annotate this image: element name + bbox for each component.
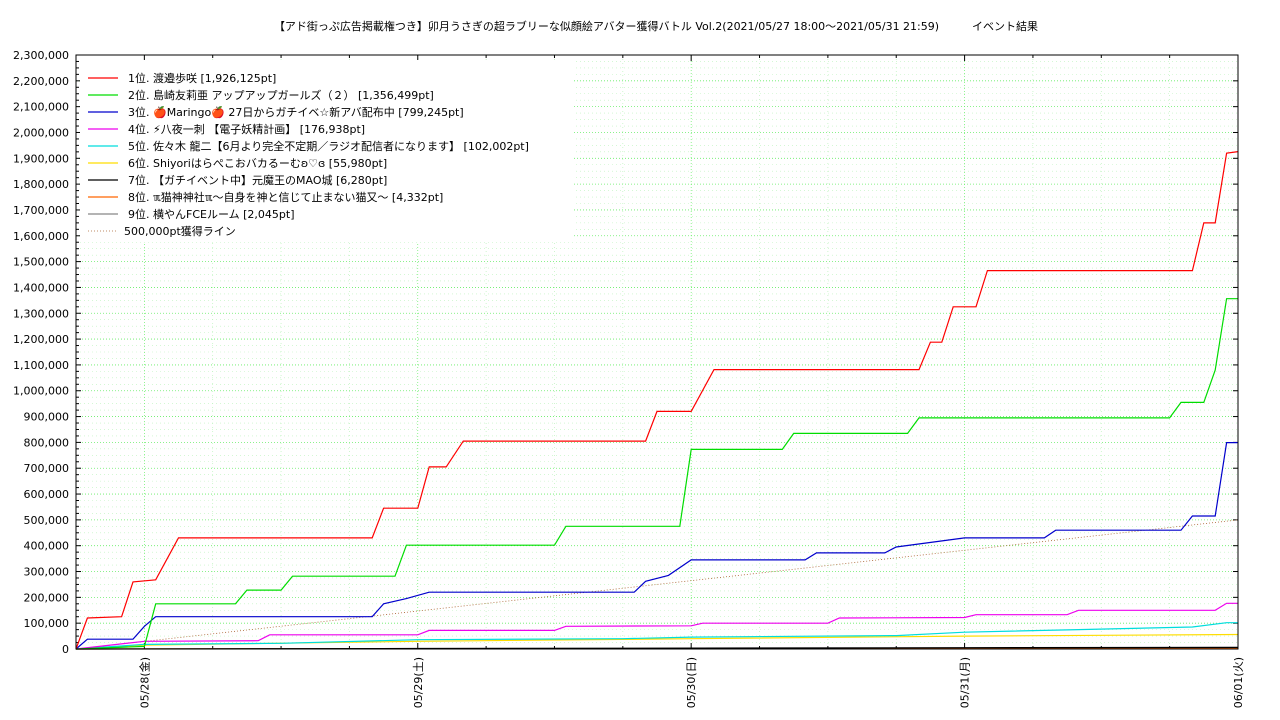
chart-title: 【アド街っぷ広告掲載権つき】卯月うさぎの超ラブリーな似顔絵アバター獲得バトル V… xyxy=(274,19,1038,33)
legend-label: 4位. ⚡八夜一刺 【電子妖精計画】 [176,938pt] xyxy=(128,122,365,136)
legend-label: 2位. 島崎友莉亜 アップアップガールズ（２） [1,356,499pt] xyxy=(128,88,434,102)
y-tick-label: 600,000 xyxy=(24,488,70,501)
legend-box xyxy=(80,60,573,242)
y-tick-label: 1,500,000 xyxy=(13,256,69,269)
y-tick-label: 1,900,000 xyxy=(13,152,69,165)
legend-label: 3位. 🍎Maringo🍎 27日からガチイベ☆新アバ配布中 [799,245p… xyxy=(128,105,464,119)
y-axis: 0 100,000 200,000 300,000 400,000 500,000 600,… xyxy=(13,49,1238,656)
series-line xyxy=(75,622,1238,650)
x-tick-label: 06/01(火) xyxy=(1232,657,1245,708)
legend-label: 5位. 佐々木 龍二【6月より完全不定期／ラジオ配信者になります】 [102,0… xyxy=(128,139,529,153)
legend-label: 9位. 横やんFCEルーム [2,045pt] xyxy=(128,207,295,221)
y-tick-label: 1,000,000 xyxy=(13,385,69,398)
y-tick-label: 1,200,000 xyxy=(13,333,69,346)
y-tick-label: 2,100,000 xyxy=(13,101,69,114)
y-tick-label: 900,000 xyxy=(24,411,70,424)
x-tick-label: 05/28(金) xyxy=(137,657,151,708)
series-line xyxy=(75,442,1238,650)
y-tick-label: 300,000 xyxy=(24,566,70,579)
series-line xyxy=(75,633,1239,650)
x-tick-label: 05/31(月) xyxy=(959,657,972,708)
legend-label: 500,000pt獲得ライン xyxy=(124,225,236,238)
y-tick-label: 100,000 xyxy=(24,617,70,630)
y-tick-label: 400,000 xyxy=(24,540,70,553)
legend-label: 1位. 渡邉歩咲 [1,926,125pt] xyxy=(128,71,276,85)
y-tick-label: 1,300,000 xyxy=(13,307,69,320)
y-tick-label: 800,000 xyxy=(24,436,70,449)
x-tick-label: 05/30(日) xyxy=(685,657,698,708)
legend: 1位. 渡邉歩咲 [1,926,125pt] 2位. 島崎友莉亜 アップアップガー… xyxy=(88,71,529,238)
y-tick-label: 2,300,000 xyxy=(13,49,69,62)
y-tick-label: 500,000 xyxy=(24,514,70,527)
series-line xyxy=(75,298,1238,650)
y-tick-label: 1,400,000 xyxy=(13,281,69,294)
legend-label: 8位. ℼ猫神神社ℼ〜自身を神と信じて止まない猫又〜 [4,332pt] xyxy=(128,190,443,204)
y-tick-label: 1,100,000 xyxy=(13,359,69,372)
y-tick-label: 0 xyxy=(62,643,69,656)
y-tick-label: 2,200,000 xyxy=(13,75,69,88)
legend-label: 6位. Shiyoriはらぺこおバカるーむʚ♡ɞ [55,980pt] xyxy=(128,156,387,170)
y-tick-label: 1,600,000 xyxy=(13,230,69,243)
grid-lines xyxy=(76,54,1239,650)
series-line xyxy=(75,151,1239,650)
y-tick-label: 700,000 xyxy=(24,462,70,475)
y-tick-label: 1,700,000 xyxy=(13,204,69,217)
y-tick-label: 200,000 xyxy=(24,591,70,604)
series-line xyxy=(75,602,1238,650)
x-tick-label: 05/29(土) xyxy=(412,657,425,708)
legend-label: 7位. 【ガチイベント中】元魔王のMAO城 [6,280pt] xyxy=(128,173,387,187)
plot-frame xyxy=(75,54,1239,650)
y-tick-label: 2,000,000 xyxy=(13,126,69,139)
y-tick-label: 1,800,000 xyxy=(13,178,69,191)
